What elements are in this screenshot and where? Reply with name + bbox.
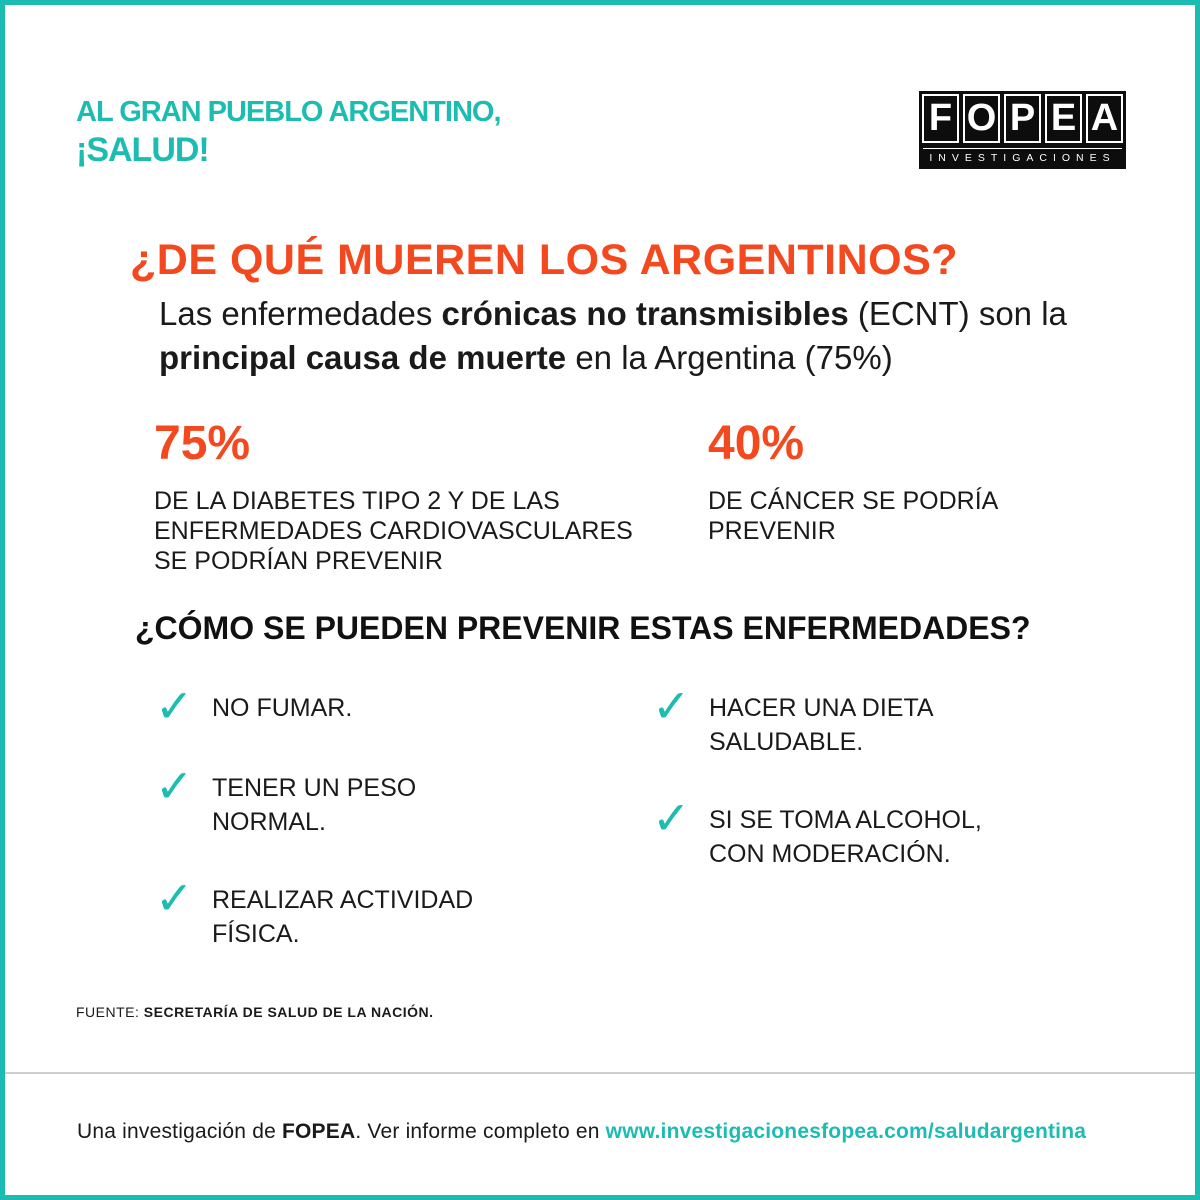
prevention-list-right: ✓ HACER UNA DIETA SALUDABLE. ✓ SI SE TOMA… xyxy=(652,680,1012,871)
intro-emphasis: crónicas no transmisibles xyxy=(441,295,849,332)
prevention-headline: ¿CÓMO SE PUEDEN PREVENIR ESTAS ENFERMEDA… xyxy=(135,610,1031,646)
tip-text: REALIZAR ACTIVIDAD FÍSICA. xyxy=(212,886,474,948)
logo-letters: F O P E A xyxy=(922,94,1123,146)
source-label: FUENTE: xyxy=(76,1004,144,1020)
checkmark-icon: ✓ xyxy=(652,792,691,844)
intro-text: Las enfermedades xyxy=(159,295,442,332)
logo-letter: E xyxy=(1045,94,1082,143)
tip-text: NO FUMAR. xyxy=(212,694,353,722)
main-headline: ¿DE QUÉ MUEREN LOS ARGENTINOS? xyxy=(130,236,959,284)
tagline-line-1: AL GRAN PUEBLO ARGENTINO, xyxy=(76,96,502,128)
intro-paragraph: Las enfermedades crónicas no transmisibl… xyxy=(159,292,1119,380)
tip-text: SI SE TOMA ALCOHOL, CON MODERACIÓN. xyxy=(709,806,982,868)
intro-emphasis: principal causa de muerte xyxy=(159,339,567,376)
logo-letter: F xyxy=(922,94,959,143)
tagline: AL GRAN PUEBLO ARGENTINO, ¡SALUD! xyxy=(76,93,502,169)
stat-cancer: 40% DE CÁNCER SE PODRÍA PREVENIR xyxy=(708,418,1028,546)
stat-diabetes-cardiovascular: 75% DE LA DIABETES TIPO 2 Y DE LAS ENFER… xyxy=(154,418,634,576)
source-value: SECRETARÍA DE SALUD DE LA NACIÓN. xyxy=(143,1004,434,1020)
stat-description: DE CÁNCER SE PODRÍA PREVENIR xyxy=(708,487,997,545)
logo-letter: P xyxy=(1004,94,1041,143)
fopea-logo: F O P E A INVESTIGACIONES xyxy=(919,91,1126,169)
footer-credit: Una investigación de FOPEA. Ver informe … xyxy=(77,1120,1086,1144)
logo-subtitle: INVESTIGACIONES xyxy=(923,148,1122,164)
checkmark-icon: ✓ xyxy=(652,680,691,732)
list-item: ✓ REALIZAR ACTIVIDAD FÍSICA. xyxy=(155,872,515,951)
stat-value: 40% xyxy=(708,417,805,470)
stat-value: 75% xyxy=(154,417,251,470)
footer-middle: . Ver informe completo en xyxy=(355,1120,606,1143)
footer-prefix: Una investigación de xyxy=(77,1120,282,1143)
list-item: ✓ TENER UN PESO NORMAL. xyxy=(155,760,515,839)
tip-text: TENER UN PESO NORMAL. xyxy=(212,774,417,836)
logo-letter: A xyxy=(1086,94,1123,143)
list-item: ✓ SI SE TOMA ALCOHOL, CON MODERACIÓN. xyxy=(652,792,1012,871)
list-item: ✓ HACER UNA DIETA SALUDABLE. xyxy=(652,680,1012,759)
source-note: FUENTE: SECRETARÍA DE SALUD DE LA NACIÓN… xyxy=(76,1004,434,1020)
footer-divider xyxy=(5,1072,1195,1074)
logo-letter: O xyxy=(963,94,1000,143)
report-link[interactable]: www.investigacionesfopea.com/saludargent… xyxy=(605,1120,1087,1143)
checkmark-icon: ✓ xyxy=(155,680,194,732)
checkmark-icon: ✓ xyxy=(155,872,194,924)
intro-text: (ECNT) son la xyxy=(848,295,1067,332)
prevention-list-left: ✓ NO FUMAR. ✓ TENER UN PESO NORMAL. ✓ REA… xyxy=(155,680,515,951)
tip-text: HACER UNA DIETA SALUDABLE. xyxy=(709,694,934,756)
tagline-line-2: ¡SALUD! xyxy=(76,131,210,169)
intro-text: en la Argentina (75%) xyxy=(566,339,893,376)
stat-description: DE LA DIABETES TIPO 2 Y DE LAS ENFERMEDA… xyxy=(154,487,633,575)
checkmark-icon: ✓ xyxy=(155,760,194,812)
list-item: ✓ NO FUMAR. xyxy=(155,680,515,732)
footer-brand: FOPEA xyxy=(282,1120,356,1143)
